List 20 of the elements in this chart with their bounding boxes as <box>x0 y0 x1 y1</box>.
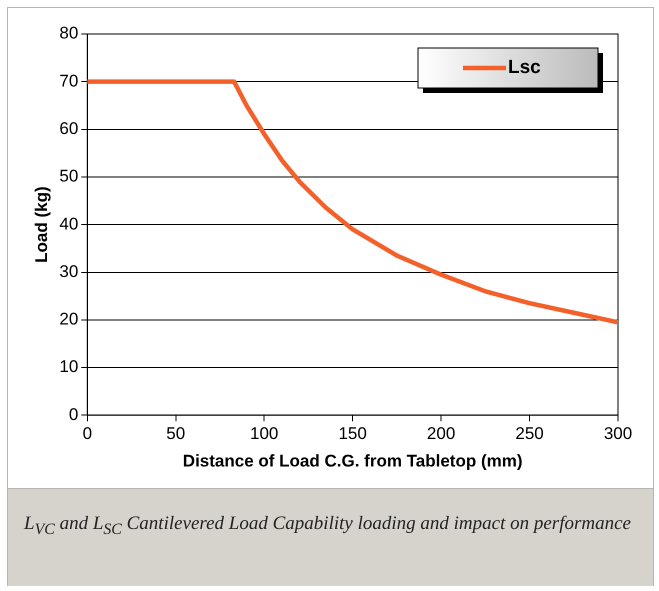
y-tick-label: 70 <box>59 71 78 90</box>
y-tick-label: 80 <box>59 24 78 43</box>
y-tick-label: 30 <box>59 262 78 281</box>
y-tick-label: 10 <box>59 357 78 376</box>
y-tick-label: 50 <box>59 166 78 186</box>
x-tick-label: 150 <box>338 424 367 444</box>
x-axis-title: Distance of Load C.G. from Tabletop (mm) <box>182 451 523 470</box>
x-tick-label: 300 <box>604 424 632 444</box>
y-axis-title: Load (kg) <box>32 186 51 263</box>
x-tick-label: 50 <box>166 424 186 444</box>
x-tick-label: 250 <box>515 424 544 444</box>
y-tick-label: 60 <box>59 118 78 138</box>
y-tick-label: 20 <box>59 310 78 329</box>
y-tick-label: 0 <box>68 404 78 424</box>
text: L$_{VC}$ and L$_{SC}$ Cantilevered Load Capability loading and impact on performance <box>24 512 632 540</box>
y-tick-label: 40 <box>59 214 78 234</box>
x-tick-label: 0 <box>82 424 92 444</box>
x-tick-label: 100 <box>250 424 278 444</box>
legend-label: Lsc <box>508 57 542 78</box>
x-tick-label: 200 <box>426 424 456 444</box>
